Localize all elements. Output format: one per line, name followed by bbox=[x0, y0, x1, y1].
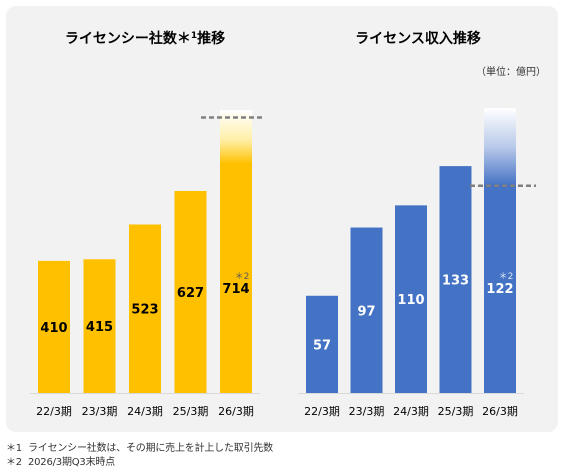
chart-1-glow bbox=[220, 110, 252, 164]
chart-1-value-label-1: 410 bbox=[40, 321, 67, 336]
chart-2-value-label-1: 57 bbox=[313, 338, 331, 353]
chart-1-bar-2 bbox=[83, 259, 116, 393]
chart-2-bar-5 bbox=[484, 184, 516, 393]
chart-2-category-label-5: 26/3期 bbox=[482, 405, 518, 418]
chart-1-category-label-3: 24/3期 bbox=[127, 405, 163, 418]
chart-2-category-label-3: 24/3期 bbox=[393, 405, 429, 418]
chart-2-title: ライセンス収入推移 bbox=[355, 30, 481, 47]
chart-1-value-label-2: 415 bbox=[86, 320, 113, 335]
chart-1-category-label-1: 22/3期 bbox=[36, 405, 72, 418]
chart-2-category-label-2: 23/3期 bbox=[349, 405, 385, 418]
chart-1-value-label-3: 523 bbox=[131, 303, 158, 318]
chart-2-category-label-1: 22/3期 bbox=[304, 405, 340, 418]
chart-1-title: ライセンシー社数＊1推移 bbox=[65, 30, 225, 47]
chart-2-bar-2 bbox=[350, 227, 383, 393]
chart-2-bar-3 bbox=[395, 205, 427, 393]
chart-2-bar-1 bbox=[306, 295, 338, 393]
chart-1-bar-4 bbox=[174, 190, 207, 393]
chart-1-value-note: ＊2 bbox=[235, 272, 250, 282]
chart-2-value-note: ＊2 bbox=[499, 272, 514, 282]
chart-1-category-label-5: 26/3期 bbox=[218, 405, 254, 418]
chart-2-value-label-2: 97 bbox=[357, 304, 375, 319]
chart-1-value-label-4: 627 bbox=[177, 286, 204, 301]
chart-2-category-label-4: 25/3期 bbox=[438, 405, 474, 418]
chart-2-value-label-5: 122 bbox=[486, 282, 513, 297]
unit-label: （単位：億円） bbox=[476, 65, 546, 78]
chart-2-bar-4 bbox=[439, 166, 472, 393]
chart-1-bar-1 bbox=[38, 260, 70, 393]
chart-2-value-label-3: 110 bbox=[397, 293, 424, 308]
chart-2-bars: 57 22/3期 97 23/3期 110 24/3期 133 25/3期 122＊2 26/3期 bbox=[298, 108, 536, 418]
chart-2-glow bbox=[484, 108, 516, 186]
chart-1-value-label-5: 714 bbox=[222, 282, 249, 297]
footnote-1: ＊1 ライセンシー社数は、その期に売上を計上した取引先数 bbox=[6, 443, 273, 454]
chart-1-category-label-2: 23/3期 bbox=[82, 405, 118, 418]
footnote-2: ＊2 2026/3期Q3末時点 bbox=[6, 457, 115, 468]
chart-2-value-label-4: 133 bbox=[442, 274, 469, 289]
chart-1-category-label-4: 25/3期 bbox=[173, 405, 209, 418]
chart-1-bar-3 bbox=[129, 224, 161, 393]
chart-1-bars: 410 22/3期 415 23/3期 523 24/3期 627 25/3期 714＊2 26/… bbox=[30, 110, 265, 418]
chart-1-bar-5 bbox=[220, 162, 252, 393]
